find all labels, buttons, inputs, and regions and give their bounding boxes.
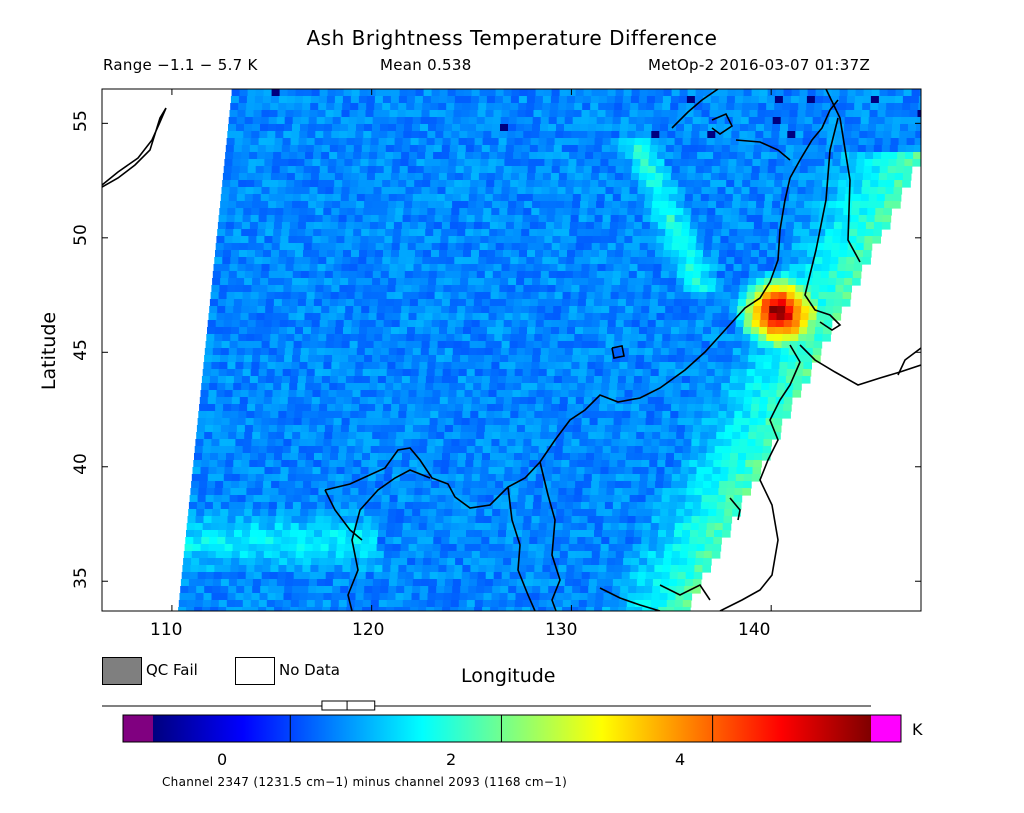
x-tick-label-130: 130 <box>545 620 578 640</box>
satellite-time-text: MetOp-2 2016-03-07 01:37Z <box>648 56 871 74</box>
colorbar-gradient <box>153 715 871 742</box>
no-data-label: No Data <box>279 661 340 679</box>
coastline-8 <box>711 112 734 135</box>
coastline-1 <box>324 177 791 509</box>
x-tick-label-140: 140 <box>738 620 771 640</box>
x-axis-label: Longitude <box>461 665 556 687</box>
btd-field <box>178 89 921 611</box>
coastline-9 <box>735 139 791 161</box>
coastline-11 <box>825 89 861 263</box>
coastlines <box>102 89 921 611</box>
channel-footnote: Channel 2347 (1231.5 cm−1) minus channel… <box>162 775 568 789</box>
y-tick-label-55: 55 <box>70 110 91 132</box>
mean-text: Mean 0.538 <box>380 56 472 74</box>
y-tick-label-40: 40 <box>70 453 91 475</box>
no-data-swatch <box>235 657 275 685</box>
colorbar-tick-label-2: 2 <box>446 750 457 769</box>
colorbar-under <box>123 715 153 742</box>
coastline-16 <box>729 497 741 521</box>
coastline-17 <box>659 583 711 601</box>
coastline-10 <box>611 345 625 359</box>
coastline-2 <box>789 99 839 179</box>
coastline-6 <box>324 489 363 541</box>
y-tick-label-50: 50 <box>70 224 91 246</box>
colorbar-tick-label-4: 4 <box>675 750 686 769</box>
colorbar-tick-label-0: 0 <box>217 750 228 769</box>
range-text: Range −1.1 − 5.7 K <box>103 56 258 74</box>
x-tick-label-110: 110 <box>150 620 183 640</box>
y-tick-label-35: 35 <box>70 567 91 589</box>
coastline-5 <box>347 469 431 611</box>
coastline-18 <box>599 587 661 611</box>
coastline-12 <box>804 117 842 331</box>
coastline-0 <box>102 107 167 188</box>
coastline-13 <box>719 344 801 611</box>
range-bar-box <box>321 700 376 711</box>
qc-fail-label: QC Fail <box>146 661 198 679</box>
colorbar-frame <box>122 714 902 743</box>
chart-title: Ash Brightness Temperature Difference <box>306 26 718 50</box>
qc-fail-swatch <box>102 657 142 685</box>
coastline-3 <box>507 486 536 611</box>
x-tick-label-120: 120 <box>352 620 385 640</box>
y-axis-label: Latitude <box>38 311 61 391</box>
colorbar-unit: K <box>912 720 923 739</box>
y-tick-label-45: 45 <box>70 339 91 361</box>
coastline-4 <box>539 461 561 611</box>
coastline-7 <box>671 89 719 129</box>
plot-frame <box>101 88 922 612</box>
colorbar-over <box>871 715 901 742</box>
